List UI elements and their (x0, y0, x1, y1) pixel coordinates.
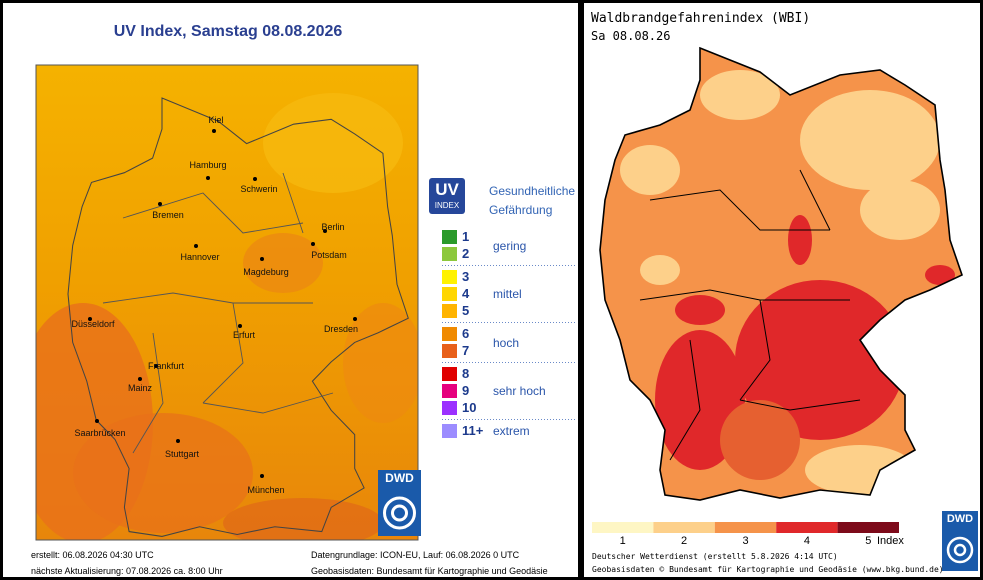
city-label: Potsdam (311, 250, 347, 260)
uv-field (36, 65, 418, 540)
legend-swatch (442, 247, 457, 261)
city-dot (206, 176, 210, 180)
title: Waldbrandgefahrenindex (WBI) (591, 11, 811, 26)
city-dot (260, 257, 264, 261)
legend-swatch (442, 367, 457, 381)
city-label: Kiel (208, 115, 224, 125)
footer-text: Datengrundlage: ICON-EU, Lauf: 06.08.202… (311, 550, 520, 560)
scale-label: 4 (803, 535, 810, 547)
city-label: Berlin (321, 222, 345, 232)
legend-swatch (442, 230, 457, 244)
footer-text: Geobasisdaten © Bundesamt für Kartograph… (592, 565, 944, 574)
city-label: München (247, 485, 285, 495)
logo-text: DWD (946, 513, 974, 525)
city-label: Düsseldorf (71, 319, 115, 329)
uv-badge (429, 178, 465, 214)
footer-text: Deutscher Wetterdienst (erstellt 5.8.202… (592, 552, 838, 561)
city-dot (176, 439, 180, 443)
legend-swatch (442, 304, 457, 318)
badge-sub: INDEX (434, 201, 460, 210)
legend-label: hoch (493, 335, 520, 350)
legend-swatch (442, 327, 457, 341)
city-label: Frankfurt (147, 361, 184, 371)
city-label: Hannover (180, 252, 220, 262)
city-dot (238, 324, 242, 328)
legend-level: 10 (462, 400, 477, 415)
city-dot (212, 129, 216, 133)
city-dot (95, 419, 99, 423)
city-label: Stuttgart (164, 449, 200, 459)
city-dot (253, 177, 257, 181)
legend-level: 6 (462, 326, 470, 341)
badge-text: UV (435, 180, 459, 199)
legend-level: 1 (462, 229, 470, 244)
scale-label: 3 (742, 535, 749, 547)
legend-label: sehr hoch (493, 384, 546, 398)
city-dot (194, 244, 198, 248)
footer-text: nächste Aktualisierung: 07.08.2026 ca. 8… (31, 566, 223, 576)
legend-swatch (442, 424, 457, 438)
legend-level: 11+ (462, 423, 484, 438)
city-label: Hamburg (189, 160, 227, 170)
legend-level: 9 (462, 383, 470, 398)
city-label: Magdeburg (243, 267, 289, 277)
scale-segment (653, 522, 715, 533)
city-dot (311, 242, 315, 246)
legend-heading: Gesundheitliche (489, 184, 576, 198)
city-dot (158, 202, 162, 206)
footer-text: Geobasisdaten: Bundesamt für Kartographi… (311, 566, 548, 576)
scale-label: 2 (681, 535, 688, 547)
city-label: Bremen (152, 210, 184, 220)
legend-level: 2 (462, 246, 470, 261)
legend-level: 4 (462, 286, 470, 301)
uv-map (35, 64, 577, 541)
legend-heading: Gefährdung (489, 203, 553, 217)
uv-panel: UV Index, Samstag 08.08.2026 DWD UV INDE… (3, 3, 578, 577)
scale-unit: Index (877, 535, 904, 547)
footer-text: erstellt: 06.08.2026 04:30 UTC (31, 550, 154, 560)
legend-level: 3 (462, 269, 470, 284)
city-label: Dresden (323, 324, 359, 334)
legend-swatch (442, 270, 457, 284)
legend-label: gering (493, 238, 527, 253)
city-label: Schwerin (240, 184, 278, 194)
legend-label: mittel (493, 287, 522, 301)
legend-level: 7 (462, 343, 470, 358)
wbi-field (600, 48, 962, 500)
legend-level: 8 (462, 366, 470, 381)
city-dot (260, 474, 264, 478)
city-dot (138, 377, 142, 381)
city-dot (154, 364, 158, 368)
legend-swatch (442, 344, 457, 358)
legend-swatch (442, 401, 457, 415)
legend-level: 5 (462, 303, 470, 318)
city-dot (88, 317, 92, 321)
date: Sa 08.08.26 (591, 29, 671, 43)
city-label: Mainz (127, 383, 152, 393)
title: UV Index, Samstag 08.08.2026 (113, 23, 343, 40)
city-label: Erfurt (232, 330, 255, 340)
wbi-map (592, 47, 978, 571)
city-dot (323, 229, 327, 233)
logo-text: DWD (385, 471, 414, 485)
scale-label: 5 (865, 535, 872, 547)
legend-swatch (442, 384, 457, 398)
scale-label: 1 (619, 535, 626, 547)
scale-segment (714, 522, 777, 533)
legend-swatch (442, 287, 457, 301)
city-label: Saarbrücken (74, 428, 126, 438)
dwd-logo (378, 470, 421, 536)
wbi-panel: Waldbrandgefahrenindex (WBI) Sa 08.08.26… (584, 3, 980, 577)
scale-segment (776, 522, 838, 533)
legend-label: extrem (493, 424, 530, 438)
scale-segment (837, 522, 899, 533)
city-dot (353, 317, 357, 321)
scale-segment (592, 522, 654, 533)
